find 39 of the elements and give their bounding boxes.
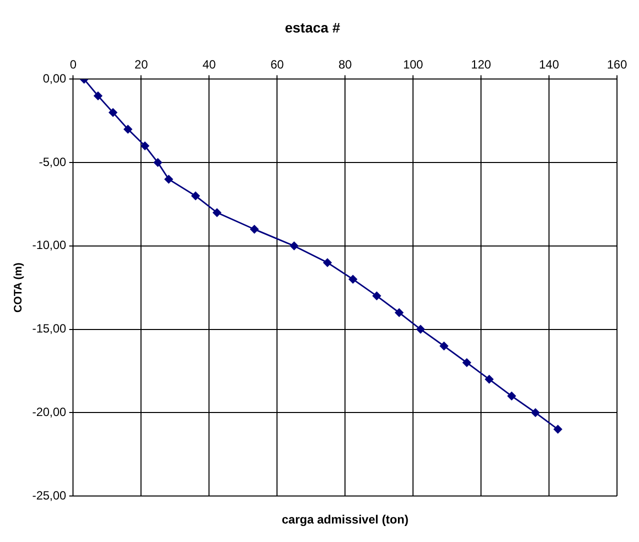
point [440,341,449,350]
y-tick-label: -20,00 [32,404,67,419]
x-tick-label: 0 [70,57,77,72]
point [250,224,259,234]
x-tick-label: 140 [539,57,560,72]
x-tick-label: 100 [403,57,424,72]
x-tick-label: 60 [270,57,284,72]
x-axis-title: carga admissivel (ton) [282,512,408,526]
point [416,324,426,334]
x-tick-label: 80 [338,57,352,72]
point [164,174,174,184]
y-tick-label: -15,00 [32,322,67,336]
point [372,291,382,300]
point [394,308,404,318]
y-tick-label: 0,00 [42,72,67,86]
point [123,124,132,134]
point [191,191,200,200]
y-tick-label: -5,00 [38,154,67,169]
y-tick-label: -25,00 [32,488,67,502]
point [290,241,299,250]
point [553,424,562,434]
point [153,158,162,168]
point [212,208,222,218]
x-tick-label: 20 [134,57,148,72]
point [462,358,472,368]
point [484,374,494,384]
point [530,408,540,418]
point [348,274,358,284]
point [140,141,150,150]
y-axis-title: COTA (m) [12,262,25,313]
x-tick-label: 120 [471,57,492,72]
y-tick-label: -10,00 [32,238,67,252]
point [94,91,103,100]
x-tick-label: 40 [202,57,216,72]
point [507,391,516,400]
point [108,108,118,118]
chart-title: estaca # [284,19,340,36]
x-tick-label: 160 [606,57,628,72]
point [322,258,332,268]
